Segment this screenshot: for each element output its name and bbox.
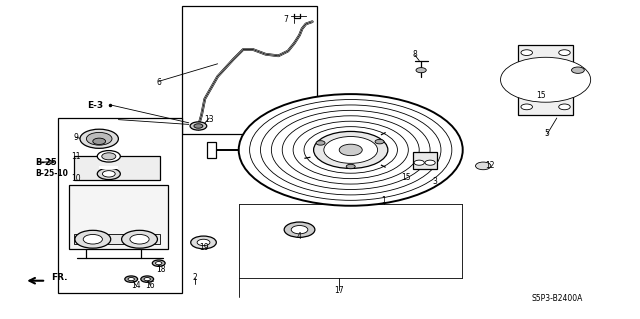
Circle shape — [191, 236, 216, 249]
Circle shape — [102, 153, 116, 160]
Circle shape — [375, 139, 384, 144]
Circle shape — [93, 138, 106, 145]
Text: 9: 9 — [73, 133, 78, 142]
Circle shape — [271, 110, 430, 189]
Circle shape — [141, 276, 154, 282]
Circle shape — [80, 129, 118, 148]
Circle shape — [500, 57, 591, 102]
Circle shape — [144, 278, 150, 281]
Text: 3: 3 — [433, 177, 438, 186]
Circle shape — [559, 50, 570, 56]
Text: 11: 11 — [71, 152, 80, 161]
Circle shape — [559, 104, 570, 110]
Text: B-25-10: B-25-10 — [35, 169, 68, 178]
Circle shape — [75, 230, 111, 248]
Circle shape — [521, 50, 532, 56]
Circle shape — [190, 122, 207, 130]
Circle shape — [97, 151, 120, 162]
Text: 13: 13 — [204, 115, 214, 124]
Circle shape — [293, 121, 408, 179]
Circle shape — [86, 132, 112, 145]
Circle shape — [316, 141, 325, 145]
Bar — [58, 118, 182, 293]
Circle shape — [102, 171, 115, 177]
Circle shape — [282, 116, 419, 184]
Circle shape — [425, 160, 435, 165]
Circle shape — [197, 239, 210, 246]
Bar — [69, 185, 168, 249]
Text: E-3: E-3 — [86, 101, 103, 110]
Circle shape — [346, 164, 355, 169]
Circle shape — [156, 262, 162, 265]
Bar — [207, 142, 216, 158]
Circle shape — [152, 260, 165, 266]
Text: 10: 10 — [70, 174, 81, 183]
Text: 8: 8 — [412, 50, 417, 59]
Text: 1: 1 — [381, 197, 387, 205]
Circle shape — [314, 131, 388, 168]
Bar — [74, 234, 160, 244]
Text: 15: 15 — [536, 91, 546, 100]
Circle shape — [97, 168, 120, 180]
Circle shape — [128, 278, 134, 281]
Bar — [413, 152, 437, 169]
Circle shape — [572, 67, 584, 73]
Circle shape — [339, 144, 362, 156]
Circle shape — [122, 230, 157, 248]
Circle shape — [260, 105, 441, 195]
Text: 17: 17 — [334, 286, 344, 295]
Circle shape — [304, 127, 397, 173]
Bar — [182, 6, 317, 134]
Text: FR.: FR. — [51, 273, 68, 282]
Circle shape — [324, 137, 378, 163]
Circle shape — [239, 94, 463, 206]
Circle shape — [194, 124, 203, 128]
Circle shape — [250, 100, 452, 200]
Bar — [518, 45, 573, 115]
Text: 19: 19 — [198, 243, 209, 252]
Text: 2: 2 — [193, 273, 198, 282]
Circle shape — [291, 226, 308, 234]
Text: 12: 12 — [485, 161, 494, 170]
Text: 5: 5 — [545, 130, 550, 138]
Text: 18: 18 — [157, 265, 166, 274]
Circle shape — [416, 68, 426, 73]
Circle shape — [83, 234, 102, 244]
Text: B-25: B-25 — [35, 158, 57, 167]
Circle shape — [130, 234, 149, 244]
Text: 16: 16 — [145, 281, 156, 290]
Circle shape — [284, 222, 315, 237]
Text: 7: 7 — [283, 15, 288, 24]
Text: S5P3-B2400A: S5P3-B2400A — [531, 294, 582, 303]
Circle shape — [476, 162, 491, 170]
Bar — [99, 166, 118, 169]
Text: 15: 15 — [401, 173, 412, 182]
Circle shape — [125, 276, 138, 282]
Circle shape — [414, 160, 424, 165]
Text: 4: 4 — [297, 232, 302, 241]
Text: 6: 6 — [156, 78, 161, 87]
Circle shape — [521, 104, 532, 110]
Text: 14: 14 — [131, 281, 141, 290]
Bar — [74, 156, 160, 180]
